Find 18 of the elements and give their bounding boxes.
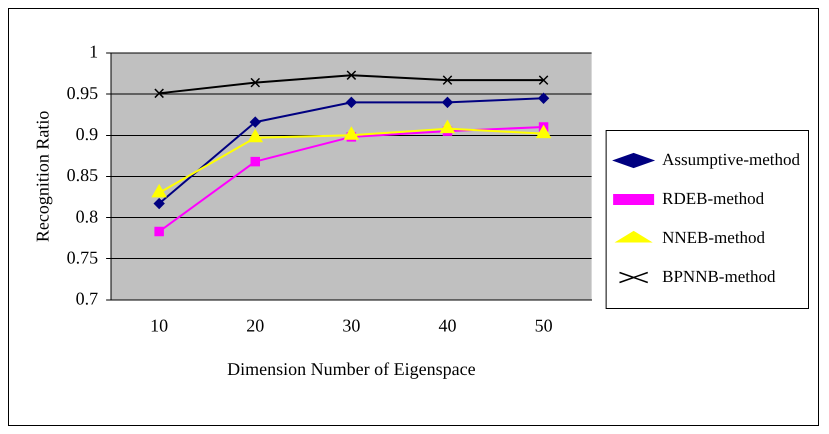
y-tick-label: 0.95 bbox=[66, 82, 98, 103]
y-tick-label: 0.9 bbox=[76, 124, 98, 144]
legend-label: NNEB-method bbox=[662, 228, 766, 247]
x-tick-label: 40 bbox=[438, 315, 456, 336]
y-tick-label: 1 bbox=[89, 42, 98, 62]
legend-label: Assumptive-method bbox=[662, 150, 800, 169]
x-tick-label: 50 bbox=[534, 315, 553, 336]
x-tick-label: 20 bbox=[246, 315, 264, 336]
y-tick-label: 0.8 bbox=[76, 206, 98, 226]
y-tick-label: 0.7 bbox=[76, 288, 98, 309]
y-axis-title: Recognition Ratio bbox=[32, 110, 53, 242]
y-tick-label: 0.85 bbox=[66, 165, 98, 186]
legend-label: RDEB-method bbox=[662, 188, 765, 208]
legend-label: BPNNB-method bbox=[662, 266, 776, 286]
x-tick-label: 30 bbox=[342, 315, 360, 336]
y-tick-label: 0.75 bbox=[66, 247, 98, 268]
x-axis-title: Dimension Number of Eigenspace bbox=[227, 358, 476, 379]
x-tick-label: 10 bbox=[150, 315, 168, 336]
